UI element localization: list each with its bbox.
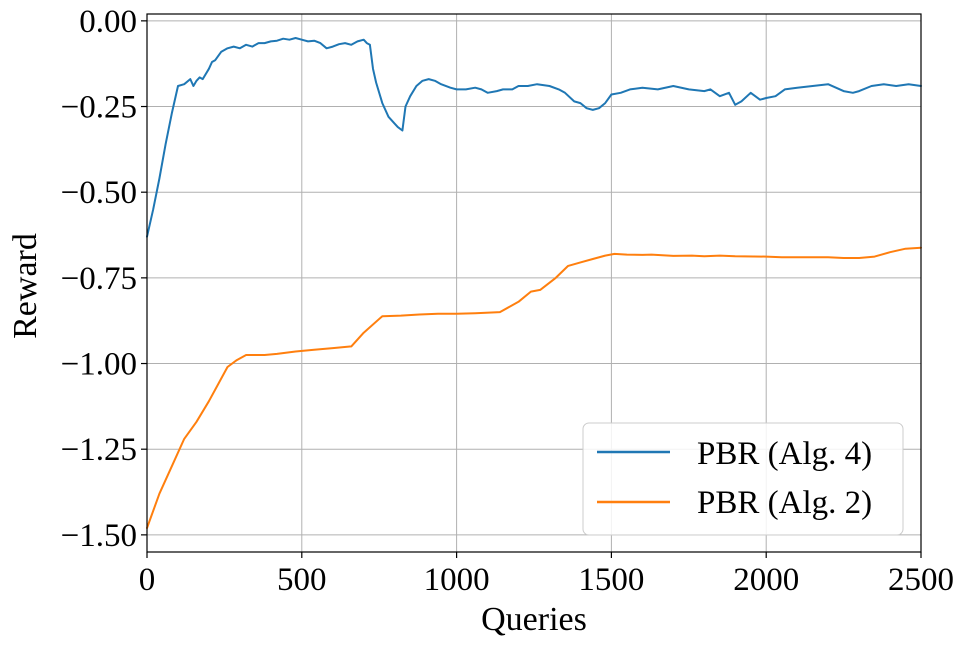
x-axis: 0 500 1000 1500 2000 2500	[139, 552, 954, 598]
legend: PBR (Alg. 4) PBR (Alg. 2)	[582, 422, 904, 536]
x-tick-label: 1000	[424, 562, 490, 598]
y-tick-label: −0.50	[61, 175, 137, 211]
y-axis: 0.00 −0.25 −0.50 −0.75 −1.00 −1.25 −1.50	[61, 4, 147, 554]
x-tick-label: 500	[277, 562, 327, 598]
series-line-alg4	[146, 37, 922, 238]
y-tick-label: −1.50	[61, 518, 137, 554]
legend-label-alg2: PBR (Alg. 2)	[697, 485, 872, 521]
y-tick-label: −1.25	[61, 432, 137, 468]
y-tick-label: −0.75	[61, 261, 137, 297]
y-tick-label: 0.00	[79, 4, 137, 40]
x-tick-label: 0	[139, 562, 156, 598]
x-tick-label: 1500	[578, 562, 644, 598]
plot-frame	[146, 13, 922, 553]
legend-label-alg4: PBR (Alg. 4)	[697, 436, 872, 472]
x-tick-label: 2500	[888, 562, 954, 598]
y-tick-label: −1.00	[61, 347, 137, 383]
x-tick-label: 2000	[733, 562, 799, 598]
x-axis-title: Queries	[481, 601, 587, 638]
y-axis-title: Reward	[7, 233, 44, 339]
series-lines	[146, 37, 922, 529]
y-tick-label: −0.25	[61, 90, 137, 126]
series-line-alg2	[146, 246, 922, 529]
